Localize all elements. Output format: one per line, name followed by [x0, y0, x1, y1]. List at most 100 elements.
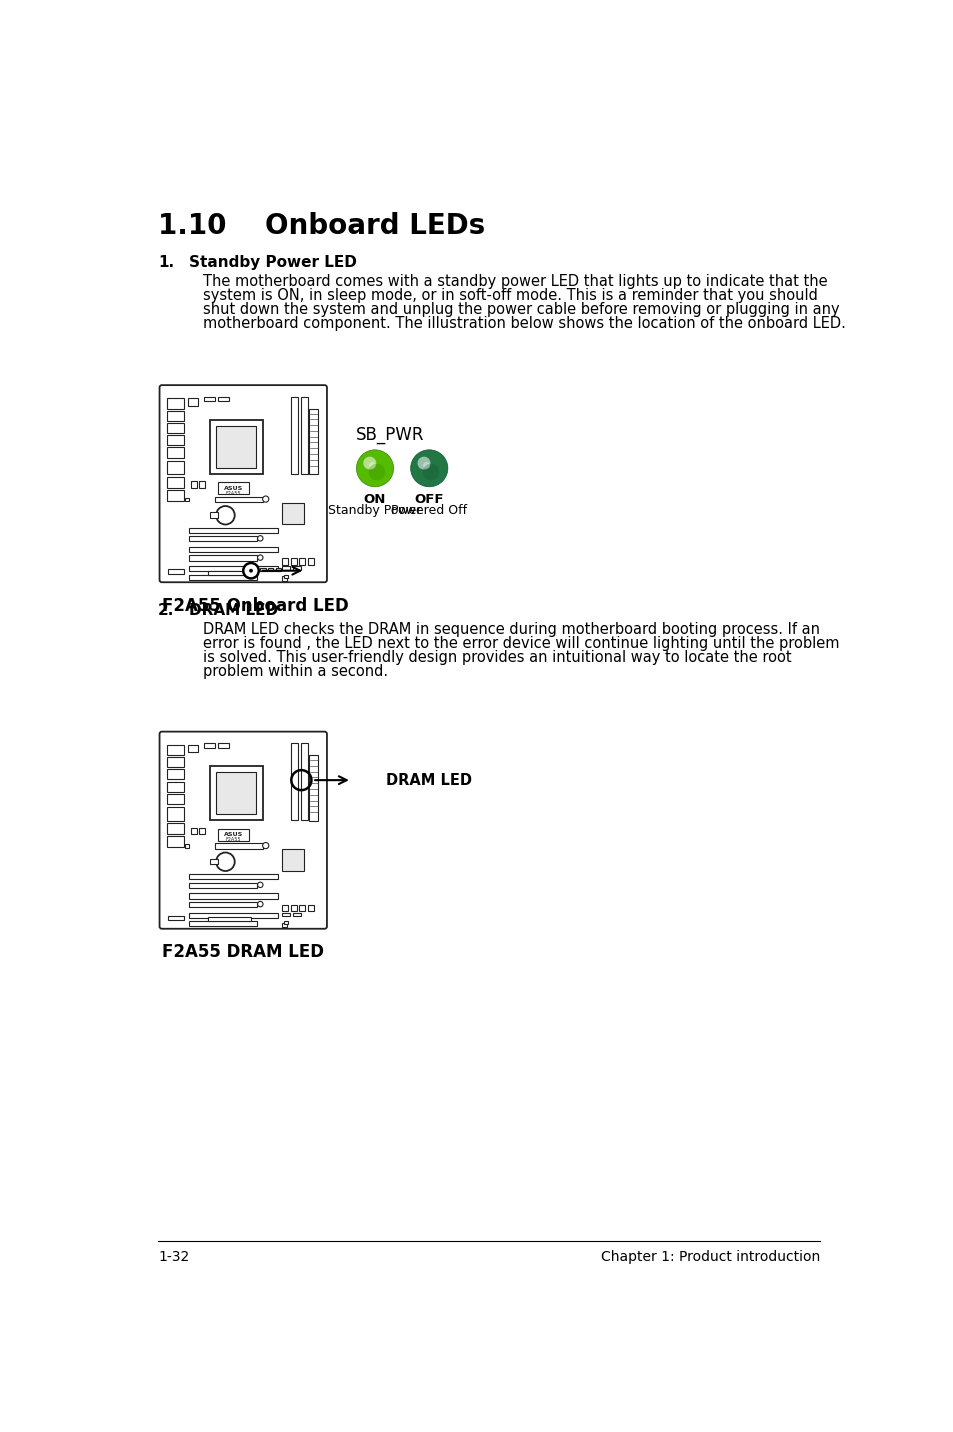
- Bar: [282, 849, 303, 871]
- Circle shape: [262, 495, 269, 503]
- Bar: [167, 447, 183, 457]
- Bar: [167, 490, 183, 501]
- Bar: [204, 743, 215, 748]
- Bar: [282, 912, 290, 916]
- Text: DRAM LED: DRAM LED: [189, 603, 278, 619]
- Bar: [216, 772, 256, 813]
- Bar: [189, 556, 257, 561]
- Bar: [282, 503, 303, 524]
- Bar: [168, 569, 183, 574]
- Text: Standby Power: Standby Power: [328, 504, 421, 517]
- Text: system is ON, in sleep mode, or in soft-off mode. This is a reminder that you sh: system is ON, in sleep mode, or in soft-…: [203, 288, 817, 304]
- Text: F2A55 Onboard LED: F2A55 Onboard LED: [162, 597, 348, 614]
- Bar: [309, 756, 318, 821]
- Bar: [167, 769, 183, 779]
- Text: ASUS: ASUS: [223, 832, 243, 838]
- Bar: [291, 905, 296, 911]
- Bar: [208, 571, 251, 574]
- Bar: [214, 497, 262, 503]
- Bar: [189, 902, 257, 908]
- Bar: [293, 912, 300, 916]
- Text: F2A55: F2A55: [225, 491, 241, 495]
- Bar: [189, 547, 278, 553]
- Bar: [307, 558, 314, 564]
- Bar: [291, 558, 296, 564]
- Circle shape: [216, 852, 234, 871]
- Bar: [291, 397, 297, 474]
- Bar: [167, 477, 183, 487]
- Bar: [167, 823, 183, 833]
- Bar: [298, 905, 305, 911]
- Bar: [284, 921, 288, 924]
- Bar: [300, 743, 307, 821]
- Circle shape: [243, 563, 258, 579]
- Bar: [284, 574, 288, 577]
- Bar: [167, 793, 183, 803]
- Bar: [167, 782, 183, 792]
- Bar: [282, 905, 288, 911]
- Bar: [214, 843, 262, 849]
- Bar: [307, 905, 314, 911]
- Bar: [167, 422, 183, 432]
- Circle shape: [257, 536, 263, 541]
- Bar: [217, 397, 229, 401]
- Bar: [188, 398, 197, 405]
- Bar: [204, 397, 215, 401]
- Bar: [189, 536, 257, 541]
- Circle shape: [257, 556, 263, 560]
- Bar: [167, 836, 183, 848]
- Bar: [167, 411, 183, 421]
- Bar: [199, 828, 205, 833]
- Bar: [291, 743, 297, 821]
- Circle shape: [249, 569, 253, 573]
- Bar: [185, 497, 189, 501]
- Text: ON: ON: [363, 493, 386, 505]
- Bar: [189, 912, 278, 918]
- Text: F2A55: F2A55: [225, 838, 241, 842]
- Circle shape: [368, 464, 385, 480]
- Circle shape: [369, 463, 375, 468]
- Bar: [217, 743, 229, 748]
- Bar: [167, 808, 183, 821]
- Text: SB_PWR: SB_PWR: [355, 425, 424, 444]
- Bar: [210, 420, 262, 474]
- Text: The motherboard comes with a standby power LED that lights up to indicate that t: The motherboard comes with a standby pow…: [203, 275, 826, 289]
- Bar: [188, 745, 197, 752]
- Text: DRAM LED checks the DRAM in sequence during motherboard booting process. If an: DRAM LED checks the DRAM in sequence dur…: [203, 623, 819, 637]
- Bar: [189, 882, 257, 888]
- Bar: [210, 859, 217, 863]
- Bar: [208, 918, 251, 921]
- Text: problem within a second.: problem within a second.: [203, 664, 388, 679]
- Bar: [189, 894, 278, 899]
- Circle shape: [356, 450, 394, 487]
- Bar: [282, 558, 288, 564]
- Bar: [167, 745, 183, 756]
- Bar: [217, 829, 249, 841]
- Text: 2.: 2.: [158, 603, 174, 619]
- Bar: [275, 567, 281, 571]
- Bar: [167, 435, 183, 445]
- Text: motherboard component. The illustration below shows the location of the onboard : motherboard component. The illustration …: [203, 316, 845, 331]
- Bar: [191, 481, 196, 487]
- Bar: [268, 567, 274, 571]
- Circle shape: [363, 457, 375, 470]
- Circle shape: [216, 505, 234, 524]
- Bar: [189, 921, 257, 927]
- Circle shape: [422, 464, 439, 480]
- Text: ASUS: ASUS: [223, 485, 243, 491]
- Text: OFF: OFF: [414, 493, 443, 505]
- FancyBboxPatch shape: [159, 732, 327, 929]
- Text: Chapter 1: Product introduction: Chapter 1: Product introduction: [600, 1250, 819, 1264]
- Text: Powered Off: Powered Off: [391, 504, 467, 517]
- Circle shape: [257, 901, 263, 906]
- Circle shape: [417, 457, 430, 470]
- Bar: [260, 567, 266, 571]
- Bar: [167, 398, 183, 410]
- Circle shape: [262, 842, 269, 849]
- Bar: [293, 566, 300, 570]
- Bar: [189, 574, 257, 580]
- Text: DRAM LED: DRAM LED: [385, 773, 472, 788]
- Bar: [282, 566, 290, 570]
- Text: 1-32: 1-32: [158, 1250, 189, 1264]
- Bar: [217, 483, 249, 494]
